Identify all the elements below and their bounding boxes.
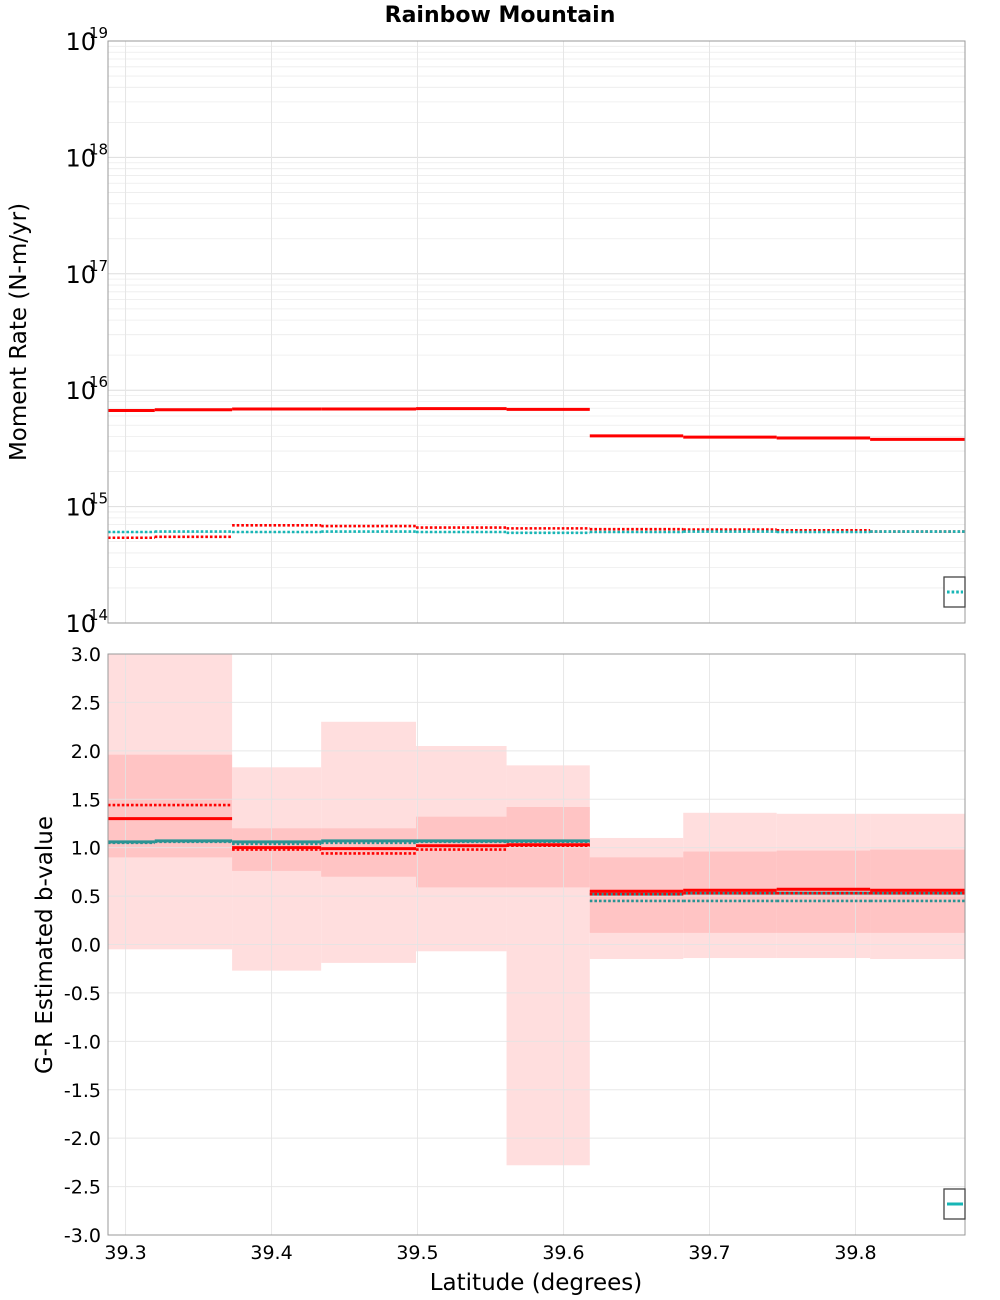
- x-tick-label: 39.4: [250, 1242, 292, 1264]
- y-tick-label: 0.5: [71, 886, 101, 908]
- y-tick-label: 10: [65, 610, 96, 638]
- y-tick-label: -1.5: [64, 1080, 101, 1102]
- y-tick-label: 10: [65, 494, 96, 522]
- x-ticks: 39.3 39.4 39.5 39.6 39.7 39.8: [104, 1242, 876, 1264]
- y-tick-label: -2.5: [64, 1177, 101, 1199]
- y-tick-label: 10: [65, 28, 96, 56]
- y-tick-label: 1.5: [71, 789, 101, 811]
- moment-rate-y-label: Moment Rate (N-m/yr): [6, 203, 32, 461]
- x-tick-label: 39.5: [396, 1242, 438, 1264]
- inner-confidence-band: [416, 816, 507, 888]
- b-value-frame: [107, 653, 966, 1236]
- y-tick-label: -3.0: [64, 1225, 101, 1247]
- y-tick-exponent: 14: [89, 606, 108, 624]
- y-tick-label: 10: [65, 261, 96, 289]
- chart-title: Rainbow Mountain: [385, 3, 616, 28]
- y-tick-exponent: 15: [89, 490, 108, 508]
- x-axis-label: Latitude (degrees): [430, 1270, 643, 1296]
- y-tick-label: 2.5: [71, 692, 101, 714]
- b-value-panel: -3.0 -2.5 -2.0 -1.5 -1.0 -0.5 0.0 0.5 1.0 1.5 2.0 2…: [32, 644, 966, 1247]
- y-tick-label: -1.0: [64, 1031, 101, 1053]
- b-value-legend: [943, 1188, 966, 1220]
- y-tick-label: 1.0: [71, 838, 101, 860]
- y-tick-label: -2.0: [64, 1128, 101, 1150]
- b-value-series: [108, 803, 965, 903]
- x-tick-label: 39.3: [104, 1242, 146, 1264]
- y-tick-label: -0.5: [64, 983, 101, 1005]
- moment-rate-legend: [943, 576, 966, 608]
- moment-rate-frame: [107, 40, 966, 624]
- y-tick-exponent: 19: [89, 24, 108, 42]
- moment-rate-series: [108, 407, 965, 540]
- legend-box: [943, 576, 966, 608]
- b-value-y-label: G-R Estimated b-value: [32, 816, 58, 1074]
- y-tick-exponent: 17: [89, 257, 108, 275]
- b-value-y-ticks: -3.0 -2.5 -2.0 -1.5 -1.0 -0.5 0.0 0.5 1.0 1.5 2.0 2…: [64, 644, 101, 1247]
- x-tick-label: 39.8: [834, 1242, 876, 1264]
- y-tick-label: 10: [65, 377, 96, 405]
- y-tick-label: 3.0: [71, 644, 101, 666]
- b-value-confidence-bands: [108, 654, 965, 1166]
- y-tick-exponent: 18: [89, 140, 108, 158]
- y-tick-label: 2.0: [71, 741, 101, 763]
- x-tick-label: 39.6: [542, 1242, 584, 1264]
- moment-rate-grid: [108, 40, 965, 624]
- y-tick-label: 0.0: [71, 935, 101, 957]
- y-tick-label: 10: [65, 144, 96, 172]
- y-tick-exponent: 16: [89, 373, 108, 391]
- x-tick-label: 39.7: [688, 1242, 730, 1264]
